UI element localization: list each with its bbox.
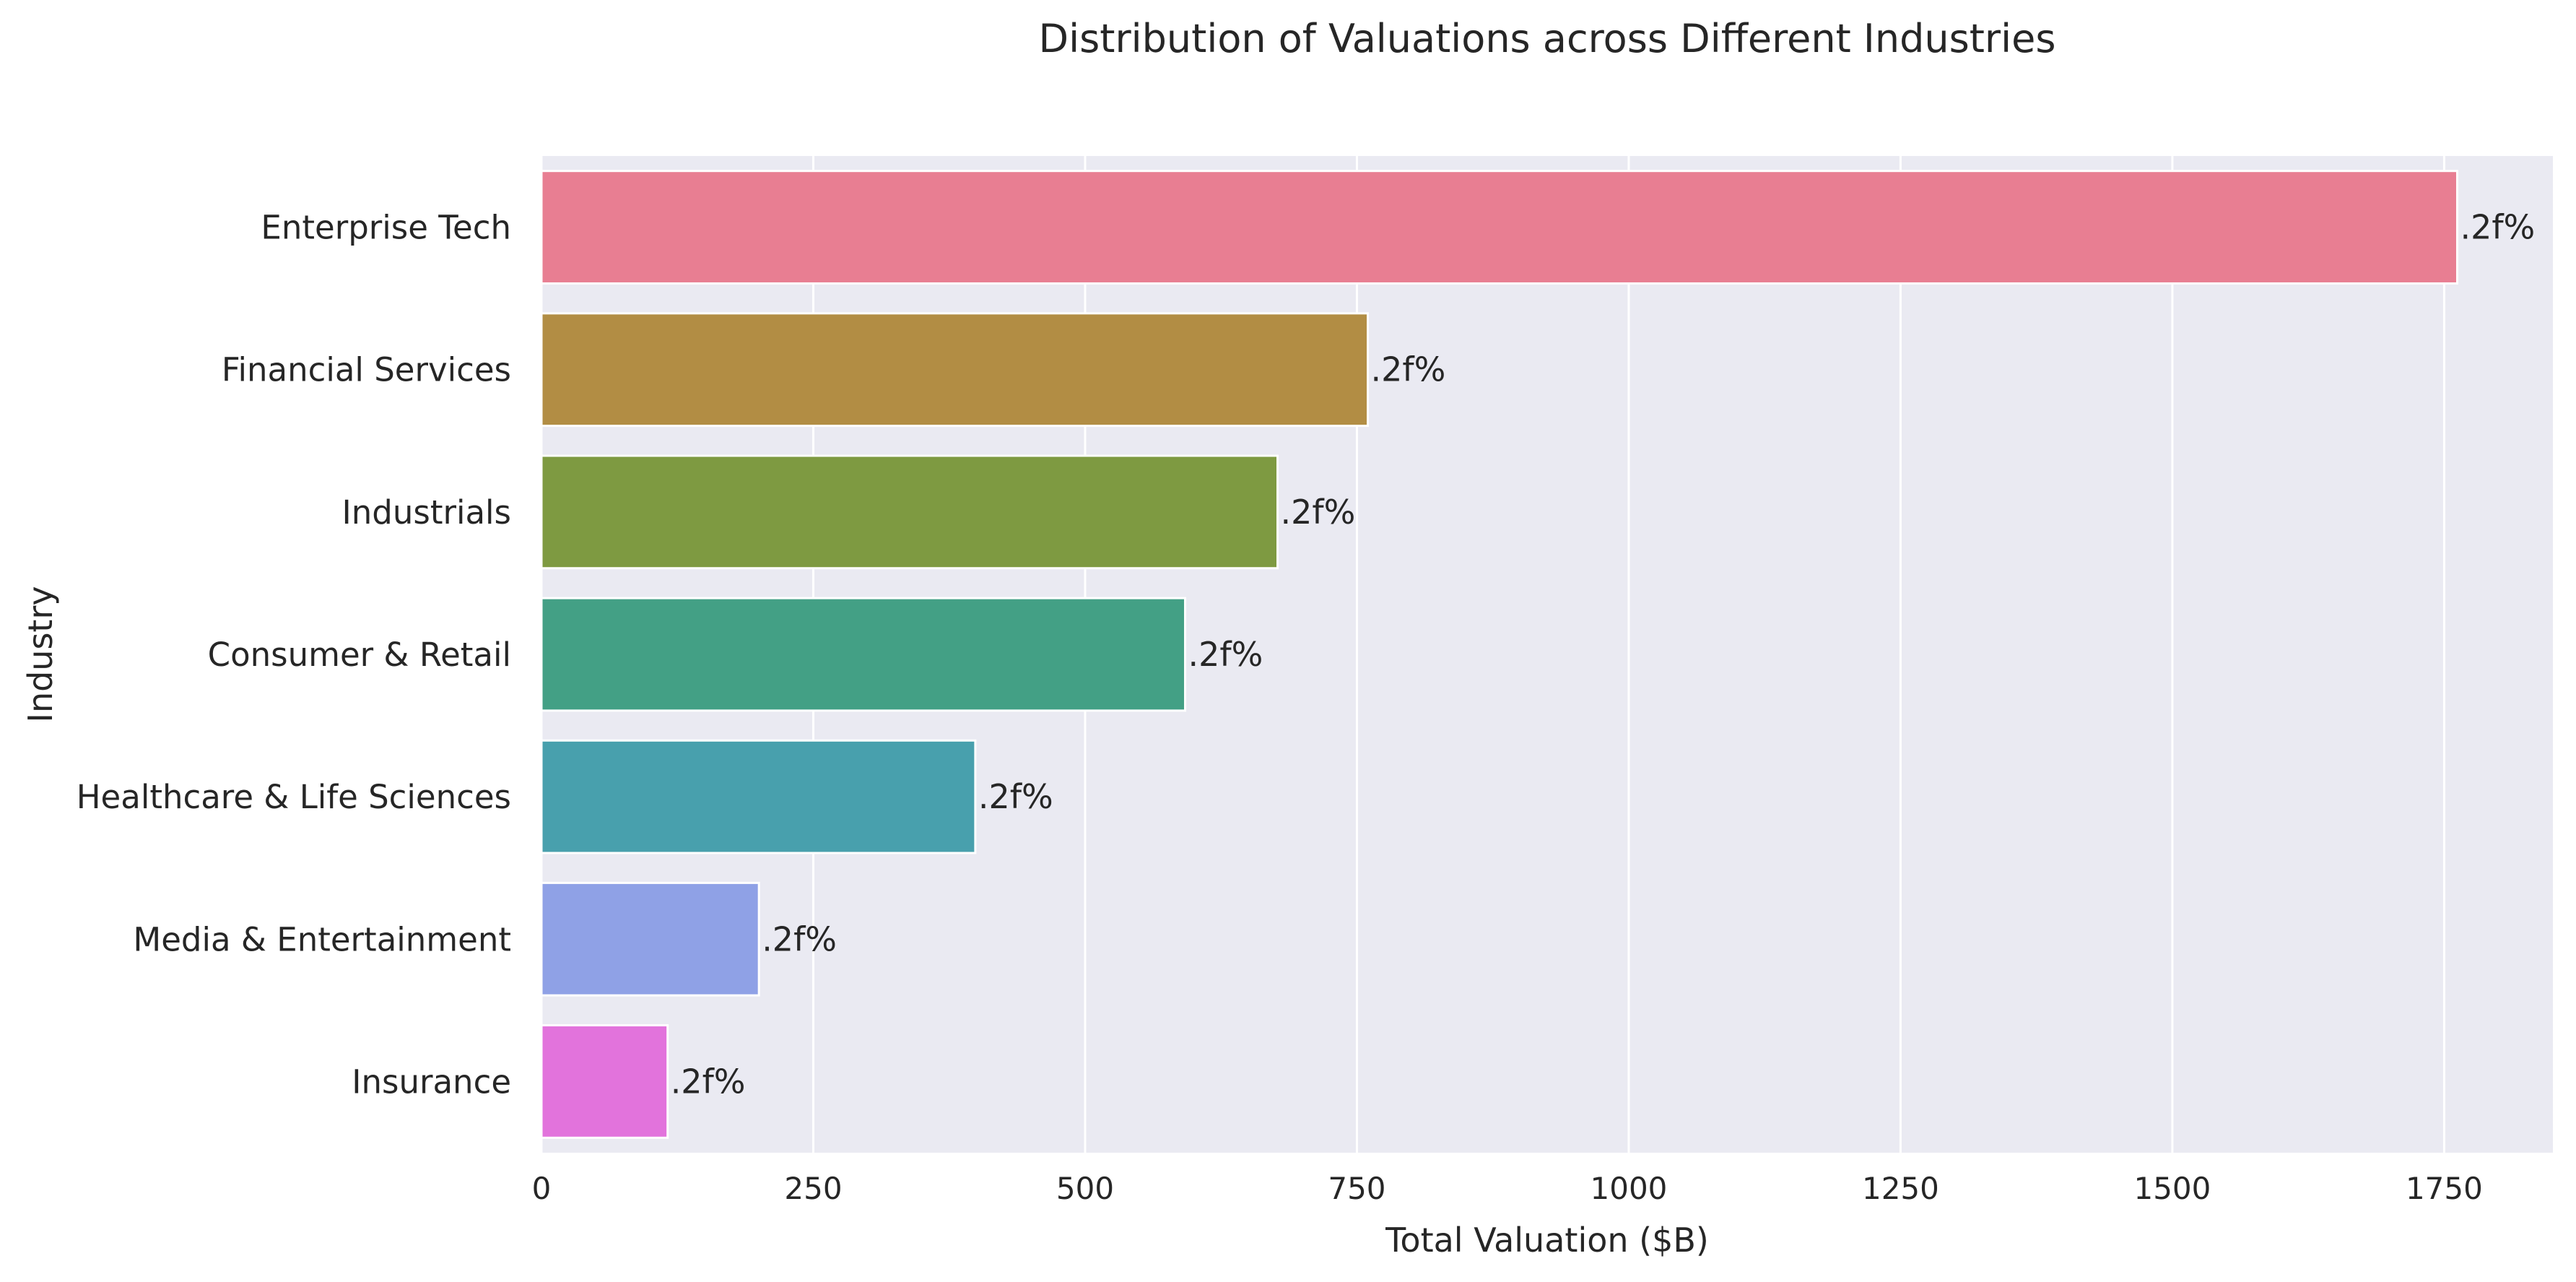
category-label: Healthcare & Life Sciences — [77, 778, 511, 816]
x-tick-label: 1750 — [2406, 1171, 2483, 1206]
category-label: Financial Services — [222, 351, 511, 389]
category-label: Consumer & Retail — [208, 636, 511, 674]
y-axis-label: Industry — [21, 586, 60, 722]
bar-data-label: .2f% — [1188, 635, 1263, 674]
category-label: Insurance — [352, 1062, 511, 1101]
category-label: Media & Entertainment — [133, 920, 511, 958]
bar — [540, 1024, 669, 1139]
chart-title: Distribution of Valuations across Differ… — [1039, 16, 2056, 61]
x-tick-label: 0 — [532, 1171, 552, 1206]
bar — [540, 312, 1370, 428]
x-tick-labels: 0 250 500 750 1000 1250 1500 1750 — [532, 1171, 2483, 1206]
bar-data-label: .2f% — [762, 919, 837, 958]
bar-data-label: .2f% — [1371, 350, 1446, 389]
x-tick-label: 500 — [1056, 1171, 1114, 1206]
bars — [540, 170, 2458, 1139]
bar-data-label: .2f% — [671, 1062, 746, 1101]
bar — [540, 170, 2458, 285]
x-tick-label: 250 — [784, 1171, 842, 1206]
x-tick-label: 1500 — [2133, 1171, 2211, 1206]
bar — [540, 881, 760, 997]
category-labels: Enterprise Tech Financial Services Industr… — [77, 209, 511, 1101]
x-tick-label: 750 — [1328, 1171, 1385, 1206]
bar-data-label: .2f% — [1281, 493, 1356, 532]
data-labels: .2f% .2f% .2f% .2f% .2f% .2f% .2f% — [671, 208, 2536, 1101]
x-tick-label: 1000 — [1591, 1171, 1668, 1206]
bar-data-label: .2f% — [2460, 208, 2535, 247]
bar — [540, 454, 1279, 570]
bar — [540, 739, 977, 854]
x-tick-label: 1250 — [1862, 1171, 1939, 1206]
bar — [540, 597, 1187, 712]
category-label: Enterprise Tech — [261, 209, 511, 247]
x-axis-label: Total Valuation ($B) — [1385, 1221, 1709, 1260]
bar-data-label: .2f% — [978, 777, 1053, 816]
category-label: Industrials — [342, 493, 512, 532]
